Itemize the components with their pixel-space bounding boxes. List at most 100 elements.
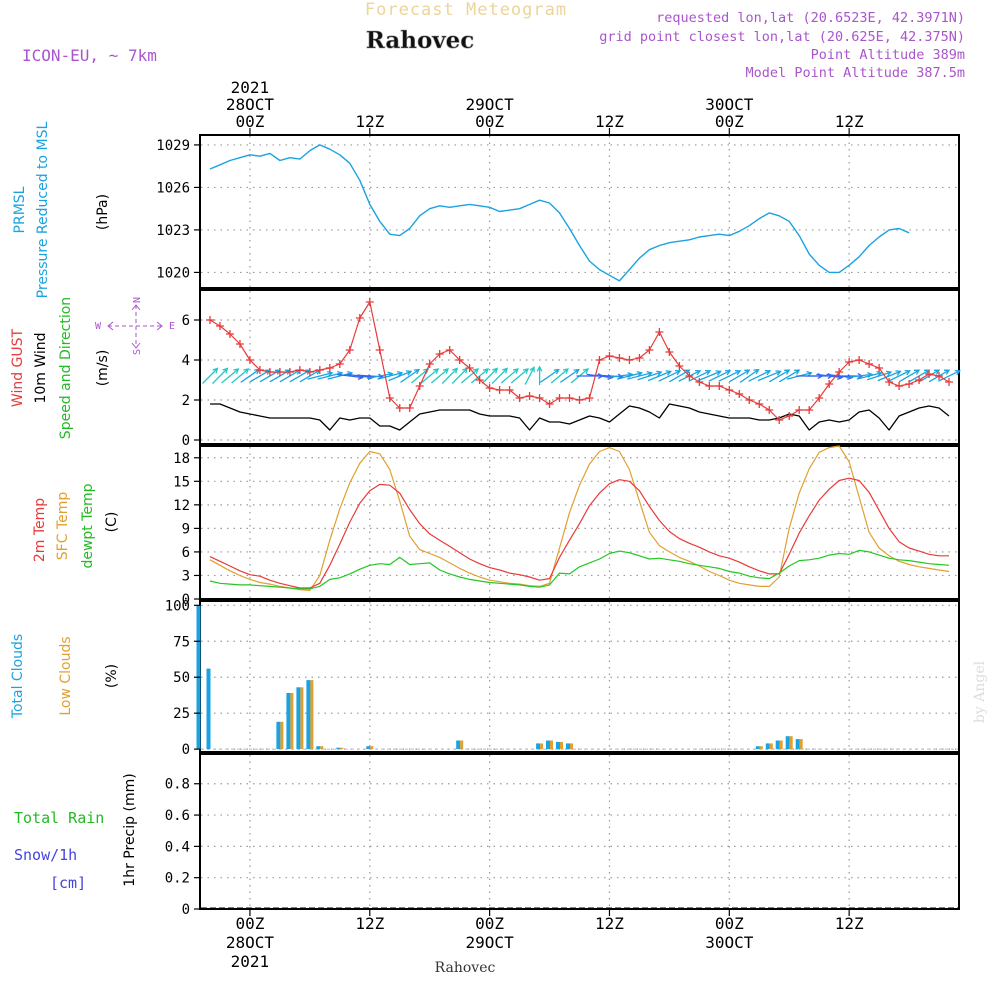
top-hour-label-2: 00Z: [475, 112, 504, 131]
total-cloud-bar-26: [456, 740, 461, 750]
ytick-label-precip-3: 0.6: [165, 808, 190, 824]
wind-arrow-1: [212, 367, 229, 384]
gust-marker-67: [875, 364, 884, 372]
sfc-temp-line: [209, 445, 950, 592]
pressure-labels: PRMSL Pressure Reduced to MSL (hPa): [12, 121, 111, 298]
temp-panel-frame: [199, 445, 960, 600]
bottom-date-label-2: 29OCT: [466, 933, 515, 952]
gust-marker-32: [525, 392, 534, 400]
gust-marker-27: [475, 376, 484, 384]
gust-marker-31: [515, 394, 524, 402]
gust-marker-72: [925, 370, 934, 378]
ytick-label-temp-4: 12: [173, 498, 190, 514]
dewpoint-line: [209, 549, 950, 590]
gust-marker-56: [765, 406, 774, 414]
top-date-label-4: 30OCT: [705, 95, 754, 114]
total-cloud-bar-1: [206, 668, 211, 750]
top-hour-label-1: 12Z: [355, 112, 384, 131]
temp-unit-label: (C): [104, 512, 120, 533]
wind-series: [202, 298, 961, 431]
gust-marker-9: [295, 366, 304, 374]
wind-arrow-49: [688, 369, 712, 382]
ytick-label-precip-1: 0.2: [165, 871, 190, 887]
gust-marker-21: [415, 382, 424, 390]
wind-arrow-67: [867, 370, 893, 381]
ytick-label-temp-2: 6: [182, 545, 190, 561]
low-cloud-bar-17: [370, 746, 374, 750]
wind-arrow-53: [728, 369, 751, 383]
low-cloud-bar-11: [310, 680, 314, 750]
gust-marker-7: [275, 368, 284, 376]
low-clouds-label: Low Clouds: [58, 636, 74, 715]
gust-marker-50: [705, 382, 714, 390]
gust-marker-59: [795, 406, 804, 414]
gust-marker-28: [485, 384, 494, 392]
wind-arrow-70: [898, 369, 921, 383]
ytick-label-clouds-4: 100: [165, 598, 190, 614]
temp-labels: 2m Temp SFC Temp dewpt Temp (C): [32, 483, 120, 568]
bottom-hour-label-2: 00Z: [475, 914, 504, 933]
wind-panel-frame: [199, 289, 960, 445]
gust-marker-66: [865, 360, 874, 368]
wind-arrow-52: [718, 369, 742, 382]
pressure-unit-label: (hPa): [95, 194, 111, 230]
low-cloud-bar-14: [340, 747, 344, 750]
wind-arrow-50: [697, 370, 722, 382]
gust-marker-43: [635, 354, 644, 362]
low-cloud-bar-9: [290, 693, 294, 750]
ytick-label-pressure-2: 1026: [156, 180, 190, 196]
gust-marker-60: [805, 406, 814, 414]
wind-arrow-69: [888, 369, 911, 382]
pressure-panel-frame: [199, 134, 960, 289]
wind-arrow-4: [240, 368, 261, 383]
total-cloud-bar-60: [795, 739, 800, 750]
gust-marker-45: [655, 328, 664, 336]
gust-marker-8: [285, 368, 294, 376]
wind-arrow-22: [420, 368, 440, 384]
gust-marker-35: [555, 394, 564, 402]
total-cloud-bar-8: [276, 721, 281, 750]
gust-marker-14: [345, 346, 354, 354]
top-hour-label-5: 12Z: [835, 112, 864, 131]
low-cloud-bar-57: [769, 743, 773, 750]
gust-marker-11: [315, 366, 324, 374]
gust-marker-65: [855, 356, 864, 364]
wind-arrow-26: [460, 368, 480, 384]
wind-arrow-35: [550, 368, 569, 384]
bottom-hour-label-5: 12Z: [835, 914, 864, 933]
gust-marker-53: [735, 390, 744, 398]
wind-arrow-23: [430, 368, 450, 384]
bottom-year-label: 2021: [231, 952, 270, 971]
wind-arrow-74: [938, 369, 961, 382]
top-hour-label-4: 00Z: [715, 112, 744, 131]
gust-marker-52: [725, 386, 734, 394]
total-cloud-bar-12: [316, 746, 321, 750]
compass-south: S: [132, 349, 143, 355]
ytick-label-wind-0: 0: [182, 433, 190, 449]
compass-west: W: [95, 321, 102, 332]
top-date-label-0: 28OCT: [226, 95, 275, 114]
wind-arrow-18: [377, 370, 404, 380]
low-cloud-bar-37: [570, 743, 573, 750]
ytick-label-wind-2: 4: [182, 353, 190, 369]
ytick-label-wind-1: 2: [182, 393, 190, 409]
wind-arrow-55: [748, 369, 772, 382]
precip-labels: Total Rain Snow/1h [cm] 1hr Precip (mm): [14, 773, 138, 892]
wind-arrow-34: [539, 368, 560, 383]
watermark: by Angel: [972, 660, 988, 723]
total-cloud-bar-14: [336, 747, 341, 750]
wind10m-line: [210, 403, 950, 431]
footer-location: Rahovec: [435, 960, 496, 976]
ytick-label-clouds-1: 25: [173, 706, 190, 722]
wind-arrow-3: [231, 368, 250, 384]
bottom-hour-label-0: 00Z: [235, 914, 264, 933]
gust-marker-44: [645, 346, 654, 354]
gust-marker-1: [215, 322, 224, 330]
total-cloud-bar-34: [536, 743, 541, 750]
wind-unit-label: (m/s): [95, 350, 111, 387]
ytick-label-precip-2: 0.4: [165, 839, 190, 855]
pressure-line: [209, 144, 910, 282]
gust-marker-0: [205, 316, 214, 324]
top-year-label: 2021: [231, 78, 270, 97]
total-cloud-bar-36: [556, 741, 560, 750]
